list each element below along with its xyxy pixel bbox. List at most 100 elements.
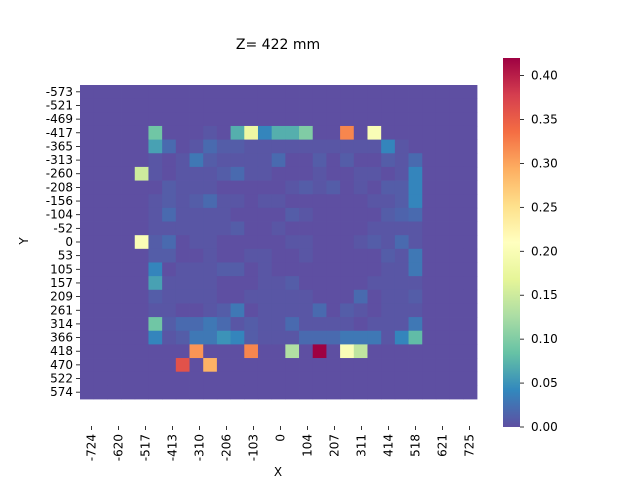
heatmap-cell (107, 317, 122, 332)
heatmap-cell (449, 207, 464, 222)
heatmap-cell (189, 98, 204, 113)
heatmap-cell (80, 371, 95, 386)
heatmap-cell (353, 344, 368, 359)
heatmap-cell (326, 207, 341, 222)
heatmap-cell (107, 153, 122, 168)
heatmap-cell (326, 194, 341, 209)
heatmap-cell (121, 330, 136, 345)
heatmap-cell (312, 98, 327, 113)
heatmap-cell (422, 317, 437, 332)
heatmap-cell (394, 317, 409, 332)
heatmap-cell (367, 358, 382, 373)
heatmap-cell (353, 276, 368, 291)
heatmap-cell (381, 276, 396, 291)
heatmap-cell (394, 248, 409, 263)
heatmap-cell (121, 371, 136, 386)
heatmap-cell (121, 194, 136, 209)
heatmap-cell (175, 358, 190, 373)
y-tick-label: 418 (50, 344, 73, 358)
heatmap-cell (408, 221, 423, 236)
heatmap-cell (381, 125, 396, 141)
heatmap-cell (134, 358, 149, 373)
heatmap-cell (80, 317, 95, 332)
heatmap-cell (353, 125, 368, 141)
heatmap-cell (449, 317, 464, 332)
heatmap-cell (394, 358, 409, 373)
heatmap-cell (216, 248, 231, 263)
heatmap-cell (285, 85, 300, 100)
heatmap-cell (449, 112, 464, 127)
heatmap-cell (463, 262, 478, 277)
heatmap-cell (340, 358, 355, 373)
heatmap-cell (93, 139, 108, 154)
heatmap-cell (463, 125, 478, 141)
y-tick-label: 522 (50, 372, 73, 386)
heatmap-cell (326, 180, 341, 195)
heatmap-cell (148, 166, 163, 181)
heatmap-cell (107, 235, 122, 250)
heatmap-cell (257, 330, 273, 345)
heatmap-cell (175, 330, 190, 345)
y-tick-label: -208 (46, 180, 73, 194)
heatmap-cell (148, 330, 163, 345)
heatmap-cell (80, 330, 95, 345)
heatmap-cell (257, 112, 273, 127)
heatmap-cell (367, 221, 382, 236)
heatmap-cell (353, 289, 368, 304)
heatmap-cell (353, 235, 368, 250)
heatmap-cell (422, 125, 437, 141)
heatmap-cell (107, 248, 122, 263)
heatmap-cell (422, 344, 437, 359)
heatmap-cell (271, 180, 286, 195)
heatmap-cell (257, 221, 273, 236)
y-tick-label: 314 (50, 317, 73, 331)
heatmap-cell (422, 180, 437, 195)
heatmap-cell (367, 248, 382, 263)
heatmap-cell (162, 317, 177, 332)
heatmap-cell (408, 194, 423, 209)
heatmap-cell (408, 262, 423, 277)
y-tick-label: 0 (65, 235, 73, 249)
heatmap-cell (285, 289, 300, 304)
heatmap-cell (189, 248, 204, 263)
heatmap-cell (162, 303, 177, 318)
heatmap-cell (189, 139, 204, 154)
heatmap-cell (271, 221, 286, 236)
y-tick-label: -313 (46, 153, 73, 167)
heatmap-cell (189, 125, 204, 141)
heatmap-cell (435, 139, 451, 154)
heatmap-cell (244, 85, 259, 100)
heatmap-cell (175, 180, 190, 195)
heatmap-cell (353, 248, 368, 263)
heatmap-cell (408, 276, 423, 291)
heatmap-cell (93, 207, 108, 222)
colorbar-tick-label: 0.30 (531, 156, 558, 170)
heatmap-cell (162, 221, 177, 236)
heatmap-cell (271, 289, 286, 304)
heatmap-cell (107, 289, 122, 304)
heatmap-cell (271, 330, 286, 345)
heatmap-cell (203, 221, 218, 236)
heatmap-cell (271, 194, 286, 209)
heatmap-cell (80, 289, 95, 304)
heatmap-cell (340, 248, 355, 263)
heatmap-cell (271, 385, 286, 400)
heatmap-cell (162, 276, 177, 291)
heatmap-cell (285, 207, 300, 222)
heatmap-cell (299, 344, 314, 359)
heatmap-cell (340, 317, 355, 332)
heatmap-cell (422, 289, 437, 304)
heatmap-cell (381, 371, 396, 386)
heatmap-cell (244, 180, 259, 195)
heatmap-cell (449, 330, 464, 345)
x-tick-label: 621 (436, 434, 450, 457)
heatmap-cell (203, 276, 218, 291)
heatmap-cell (134, 330, 149, 345)
heatmap-cell (422, 166, 437, 181)
heatmap-cell (257, 139, 273, 154)
heatmap-cell (93, 371, 108, 386)
heatmap-cell (162, 153, 177, 168)
heatmap-cell (353, 385, 368, 400)
y-tick-label: 261 (50, 303, 73, 317)
